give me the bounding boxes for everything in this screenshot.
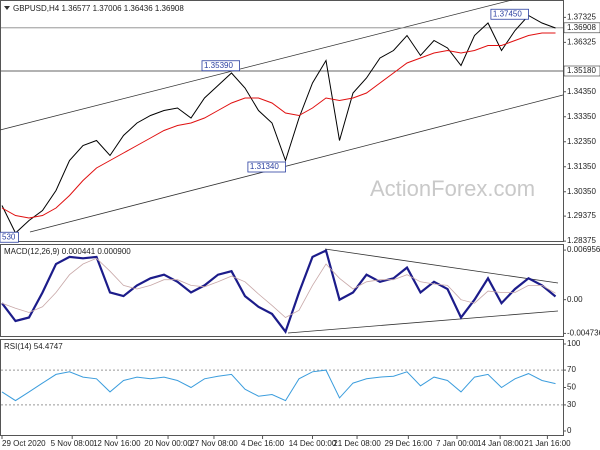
symbol-icon — [4, 6, 10, 10]
series-line — [1, 14, 556, 234]
rsi-panel — [0, 339, 564, 436]
y-tick-label: -0.004736 — [567, 329, 600, 338]
annotation-box — [0, 231, 19, 243]
x-tick-label: 14 Jan 08:00 — [477, 439, 524, 448]
annotation-label: 1.37450 — [493, 9, 522, 18]
annotation-box — [490, 8, 529, 20]
price-box — [563, 22, 600, 34]
y-tick-label: 1.32350 — [567, 137, 596, 146]
x-tick-label: 29 Dec 16:00 — [385, 439, 433, 448]
y-tick-label: 1.37325 — [567, 12, 596, 21]
x-tick-label: 20 Nov 00:00 — [144, 439, 192, 448]
price-label: 1.35180 — [567, 66, 596, 75]
annotation-label: 1.35390 — [204, 61, 233, 70]
y-tick-label: 1.31350 — [567, 162, 596, 171]
series-line — [1, 248, 557, 335]
triangle-upper — [324, 248, 559, 284]
triangle-lower — [287, 310, 559, 334]
annotation-label: 1.31340 — [250, 162, 279, 171]
y-tick-label: 1.30350 — [567, 187, 596, 196]
rsi-title: RSI(14) 54.4747 — [4, 342, 63, 351]
y-tick-label: 1.34350 — [567, 87, 596, 96]
series-line — [1, 257, 556, 318]
watermark: ActionForex.com — [370, 176, 535, 201]
channel-lower — [29, 94, 564, 233]
price-panel — [0, 0, 564, 242]
y-tick-label: 70 — [567, 365, 576, 374]
y-tick-label: 1.29375 — [567, 211, 596, 220]
y-tick-label: 50 — [567, 383, 576, 392]
x-tick-label: 29 Oct 2020 — [2, 439, 46, 448]
y-tick-label: 1.28375 — [567, 236, 596, 245]
x-tick-label: 7 Jan 00:00 — [436, 439, 478, 448]
annotation-label: 530 — [2, 232, 16, 241]
series-line — [1, 32, 556, 219]
y-tick-label: 1.33350 — [567, 112, 596, 121]
y-tick-label: 0.006956 — [567, 245, 600, 254]
y-tick-label: 1.36325 — [567, 37, 596, 46]
price-box — [563, 65, 600, 77]
macd-title: MACD(12,26,9) 0.000441 0.000900 — [4, 247, 131, 256]
x-tick-label: 5 Nov 08:00 — [51, 439, 95, 448]
y-tick-label: 0 — [567, 426, 572, 435]
channel-upper — [0, 0, 513, 131]
annotation-box — [201, 60, 240, 72]
y-tick-label: 100 — [567, 339, 581, 348]
y-tick-label: 0.00 — [567, 295, 583, 304]
x-tick-label: 21 Dec 08:00 — [333, 439, 381, 448]
x-tick-label: 4 Dec 16:00 — [241, 439, 285, 448]
x-tick-label: 27 Nov 08:00 — [190, 439, 238, 448]
price-label: 1.36908 — [567, 23, 596, 32]
y-tick-label: 30 — [567, 400, 576, 409]
series-line — [1, 369, 556, 402]
annotation-box — [247, 161, 286, 173]
macd-panel — [0, 244, 564, 337]
price-title: GBPUSD,H4 1.36577 1.37006 1.36436 1.3690… — [13, 4, 184, 13]
x-tick-label: 12 Nov 16:00 — [93, 439, 141, 448]
x-tick-label: 14 Dec 00:00 — [289, 439, 337, 448]
x-tick-label: 21 Jan 16:00 — [524, 439, 571, 448]
